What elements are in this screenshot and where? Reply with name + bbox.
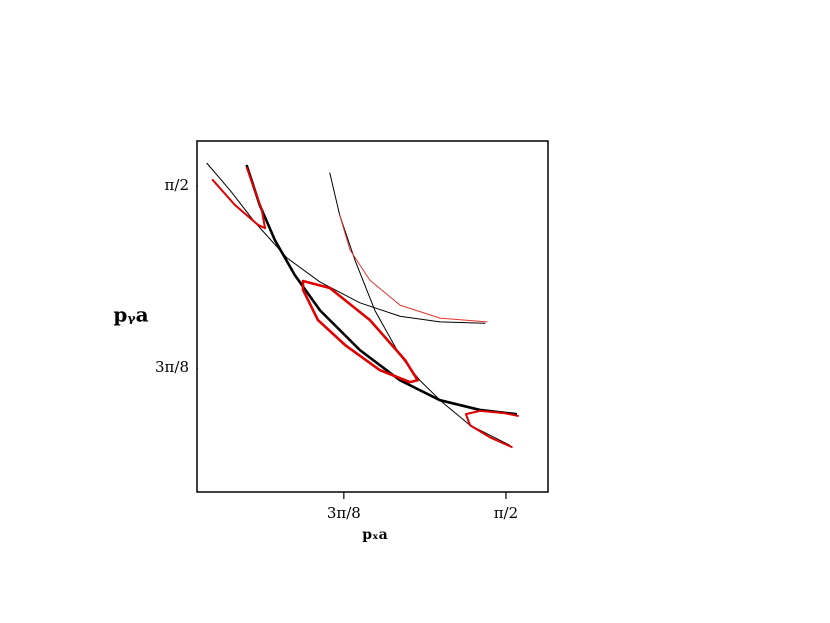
x-axis-label: pₓa [362, 527, 388, 543]
curve [245, 164, 518, 416]
x-tick-label: 3π/8 [327, 504, 361, 522]
curve [301, 279, 419, 384]
y-tick-label: 3π/8 [155, 358, 189, 376]
plot-frame [196, 140, 549, 493]
x-tick-label: π/2 [494, 504, 518, 522]
curve [464, 409, 519, 449]
curve [211, 166, 267, 230]
curve [206, 162, 486, 324]
y-axis-label: pᵧa [113, 303, 148, 327]
curve [339, 214, 488, 323]
y-tick-label: π/2 [165, 176, 189, 194]
